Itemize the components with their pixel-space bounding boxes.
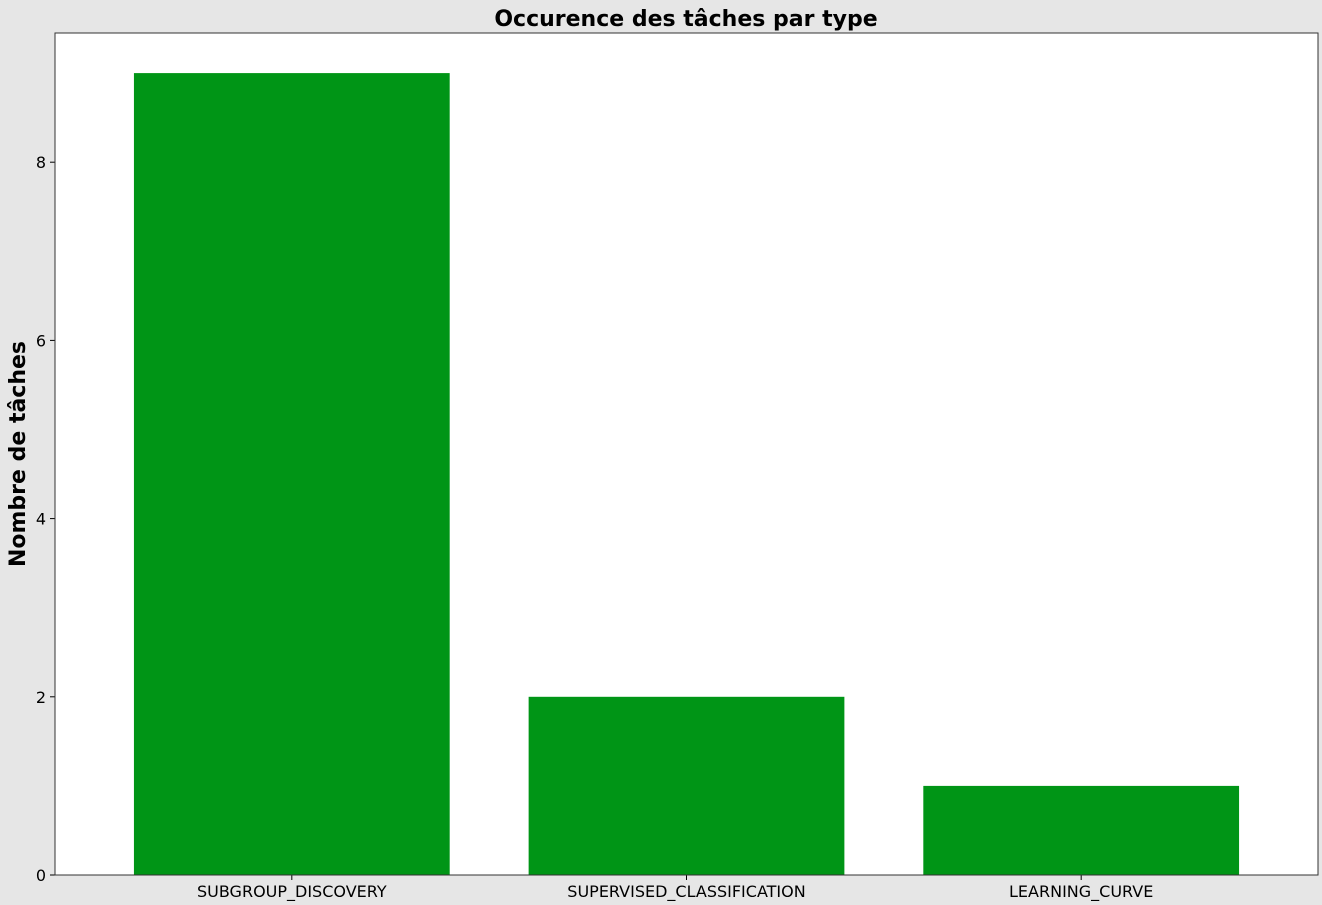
bar-supervised-classification xyxy=(528,696,845,875)
y-axis-label: Nombre de tâches xyxy=(6,341,31,567)
y-tick-label-4: 4 xyxy=(36,510,46,529)
chart-title: Occurence des tâches par type xyxy=(494,7,877,32)
y-tick-label-6: 6 xyxy=(36,331,46,350)
y-tick-label-2: 2 xyxy=(36,688,46,707)
bar-subgroup-discovery xyxy=(133,73,450,876)
axes-frame xyxy=(54,32,1319,876)
bars-layer xyxy=(133,73,1240,876)
ticks-layer: SUBGROUP_DISCOVERY SUPERVISED_CLASSIFICAT… xyxy=(36,153,1154,902)
bar-learning-curve xyxy=(923,785,1240,875)
y-tick-label-8: 8 xyxy=(36,153,46,172)
y-tick-label-0: 0 xyxy=(36,866,46,885)
x-tick-label-learning-curve: LEARNING_CURVE xyxy=(1009,882,1153,902)
x-tick-label-supervised-classification: SUPERVISED_CLASSIFICATION xyxy=(567,882,805,902)
x-tick-label-subgroup-discovery: SUBGROUP_DISCOVERY xyxy=(197,882,387,902)
